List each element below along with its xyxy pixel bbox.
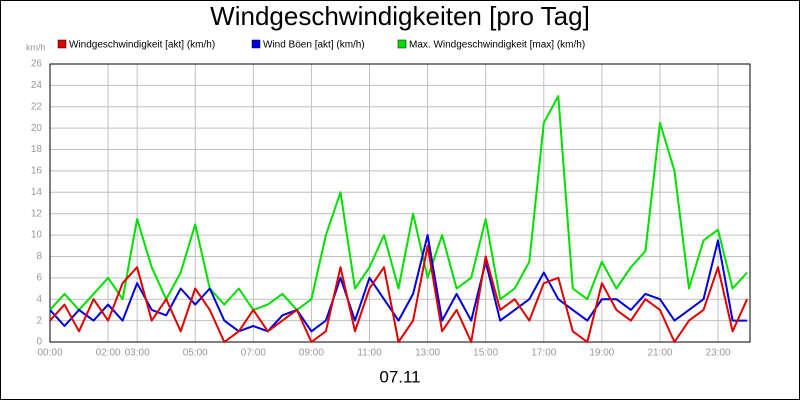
legend-swatch <box>251 39 261 49</box>
legend-label: Wind Böen [akt] (km/h) <box>263 40 365 51</box>
legend-swatch <box>57 39 67 49</box>
x-tick-label: 23:00 <box>706 348 731 359</box>
y-tick-label: 12 <box>31 208 43 219</box>
chart-title: Windgeschwindigkeiten [pro Tag] <box>210 1 590 31</box>
y-tick-label: 26 <box>31 59 43 70</box>
x-tick-label: 02:00 <box>96 348 121 359</box>
x-axis-label: 07.11 <box>379 367 420 386</box>
y-tick-label: 14 <box>31 187 43 198</box>
x-tick-label: 13:00 <box>415 348 440 359</box>
series-line <box>49 234 748 333</box>
y-tick-label: 10 <box>31 230 43 241</box>
y-tick-label: 8 <box>36 251 42 262</box>
series-line <box>49 244 749 343</box>
x-tick-label: 15:00 <box>473 348 498 359</box>
plot-border <box>49 63 751 343</box>
x-tick-label: 07:00 <box>241 348 266 359</box>
legend-swatch <box>397 39 407 49</box>
x-tick-label: 05:00 <box>183 348 208 359</box>
y-tick-label: 18 <box>31 144 43 155</box>
x-tick-label: 11:00 <box>357 348 382 359</box>
x-tick-label: 19:00 <box>589 348 614 359</box>
x-tick-label: 09:00 <box>299 348 324 359</box>
y-tick-label: 24 <box>31 80 43 91</box>
y-tick-label: 2 <box>36 315 42 326</box>
y-tick-label: 0 <box>36 337 42 348</box>
x-tick-label: 17:00 <box>531 348 556 359</box>
x-tick-label: 21:00 <box>647 348 672 359</box>
plot-area <box>50 64 750 342</box>
y-tick-label: 6 <box>36 272 42 283</box>
y-tick-label: 16 <box>31 166 43 177</box>
y-axis-label: km/h <box>26 42 46 52</box>
x-tick-label: 00:00 <box>37 348 62 359</box>
y-tick-label: 4 <box>36 294 42 305</box>
y-tick-label: 22 <box>31 101 43 112</box>
legend-label: Max. Windgeschwindigkeit [max] (km/h) <box>409 40 585 51</box>
legend-label: Windgeschwindigkeit [akt] (km/h) <box>69 40 215 51</box>
x-tick-label: 03:00 <box>125 348 150 359</box>
y-tick-label: 20 <box>31 123 43 134</box>
